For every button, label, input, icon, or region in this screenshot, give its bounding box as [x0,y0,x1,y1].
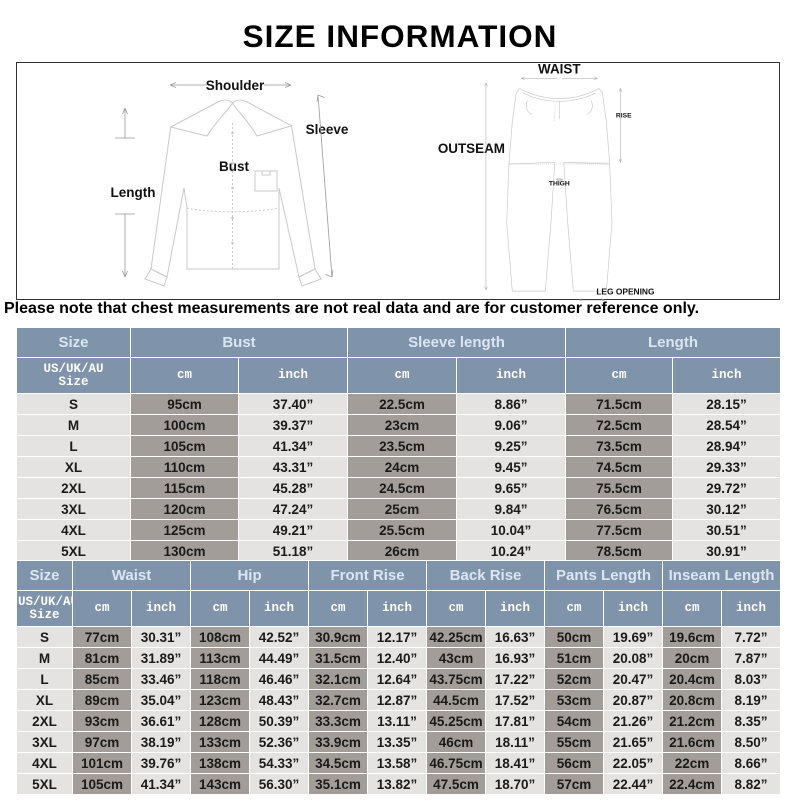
svg-text:OUTSEAM: OUTSEAM [438,141,505,156]
svg-text:Bust: Bust [219,159,250,174]
svg-text:Shoulder: Shoulder [206,78,265,93]
svg-text:WAIST: WAIST [538,63,581,76]
svg-text:Length: Length [111,185,156,200]
svg-text:LEG OPENING: LEG OPENING [596,286,654,296]
svg-text:RISE: RISE [616,113,632,120]
svg-text:Sleeve: Sleeve [306,122,349,137]
svg-text:THIGH: THIGH [549,180,570,187]
